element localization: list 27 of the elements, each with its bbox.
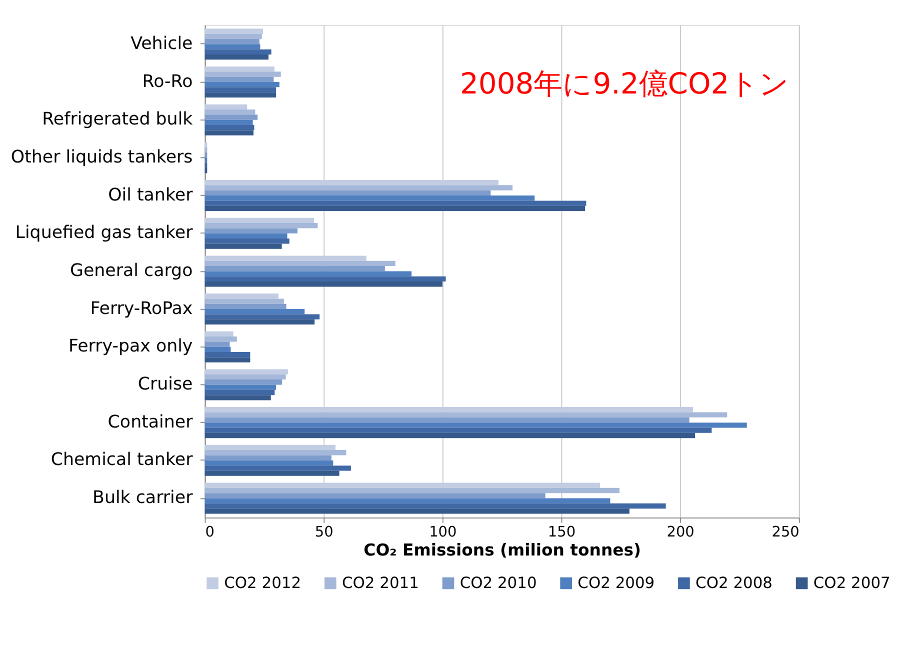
y-tick-label: Ferry-pax only xyxy=(68,336,193,357)
y-tick-label: Cruise xyxy=(138,374,193,395)
legend-label: CO2 2011 xyxy=(342,574,419,592)
y-tick-label: Vehicle xyxy=(130,34,193,54)
legend-label: CO2 2012 xyxy=(224,574,302,592)
x-tick-label: 250 xyxy=(772,524,800,540)
y-tick-label: Oil tanker xyxy=(108,185,194,206)
legend-label: CO2 2007 xyxy=(813,574,890,592)
y-tick-label: Other liquids tankers xyxy=(10,148,193,168)
y-tick-label: Bulk carrier xyxy=(92,488,194,508)
x-tick-label: 50 xyxy=(314,524,334,540)
y-tick-label: Chemical tanker xyxy=(50,450,194,470)
y-tick-label: Container xyxy=(108,412,194,432)
legend-label: CO2 2010 xyxy=(460,574,537,592)
x-tick-label: 0 xyxy=(205,524,214,540)
y-tick-label: Liquefied gas tanker xyxy=(15,223,194,244)
y-tick-label: General cargo xyxy=(70,261,193,282)
x-tick-label: 100 xyxy=(429,524,457,540)
legend-label: CO2 2009 xyxy=(578,574,655,592)
annotation: 2008年に9.2億CO2トン xyxy=(460,66,790,100)
x-axis-title: CO₂ Emissions (milion tonnes) xyxy=(364,540,642,560)
legend-label: CO2 2008 xyxy=(696,574,772,592)
y-tick-label: Ferry-RoPax xyxy=(90,298,193,319)
y-tick-label: Refrigerated bulk xyxy=(42,110,194,130)
x-tick-label: 150 xyxy=(548,524,576,540)
x-tick-label: 200 xyxy=(666,524,694,540)
y-tick-label: Ro-Ro xyxy=(142,72,193,92)
